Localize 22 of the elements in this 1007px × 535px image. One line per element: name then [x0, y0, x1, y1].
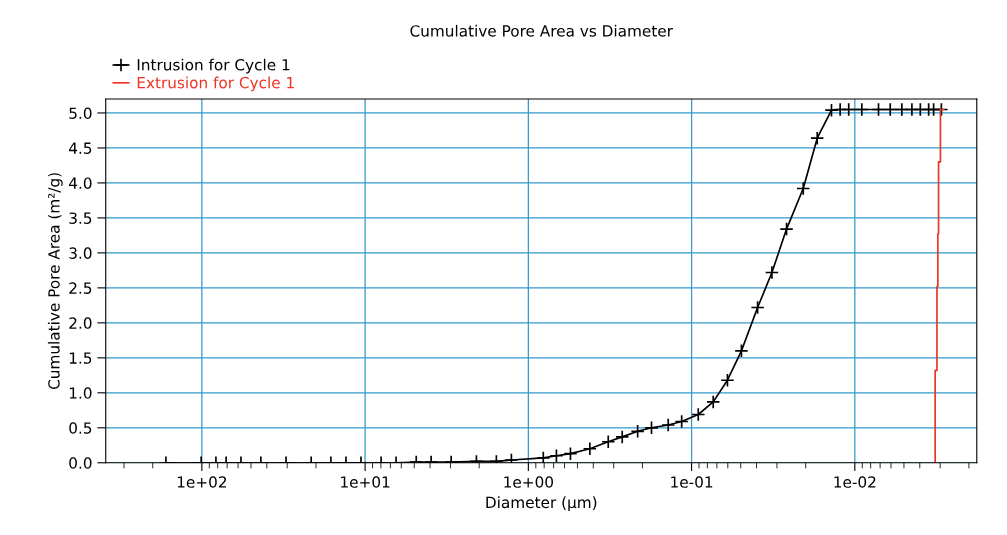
x-tick-label: 1e+02: [177, 476, 227, 488]
legend-label: Extrusion for Cycle 1: [137, 76, 294, 92]
y-tick-label: 2.5: [69, 282, 92, 294]
x-tick-label: 1e+01: [341, 476, 390, 488]
chart-title: Cumulative Pore Area vs Diameter: [410, 24, 673, 37]
x-tick-label: 1e-02: [834, 476, 876, 488]
legend-label: Intrusion for Cycle 1: [137, 58, 290, 74]
x-tick-label: 1e-01: [671, 476, 713, 488]
y-tick-label: 3.0: [69, 247, 92, 259]
y-tick-label: 5.0: [69, 107, 92, 119]
y-tick-label: 0.0: [69, 457, 92, 469]
y-tick-label: 4.5: [68, 142, 92, 154]
y-tick-label: 4.0: [68, 177, 92, 189]
line-series: [934, 108, 945, 463]
y-tick-label: 3.5: [69, 212, 92, 224]
y-tick-label: 1.0: [69, 387, 92, 399]
y-axis-title: Cumulative Pore Area (m²/g): [47, 173, 63, 390]
y-tick-label: 0.5: [69, 422, 92, 434]
x-tick-label: 1e+00: [504, 476, 554, 488]
x-axis-title: Diameter (µm): [486, 496, 597, 512]
y-tick-label: 1.5: [69, 352, 92, 364]
y-tick-label: 2.0: [69, 317, 92, 329]
